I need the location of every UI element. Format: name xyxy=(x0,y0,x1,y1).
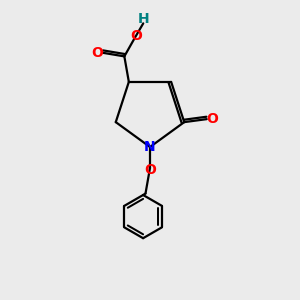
Text: H: H xyxy=(138,12,150,26)
Text: O: O xyxy=(145,163,157,177)
Text: O: O xyxy=(206,112,218,126)
Text: N: N xyxy=(144,140,156,154)
Text: O: O xyxy=(92,46,103,60)
Text: O: O xyxy=(130,29,142,43)
